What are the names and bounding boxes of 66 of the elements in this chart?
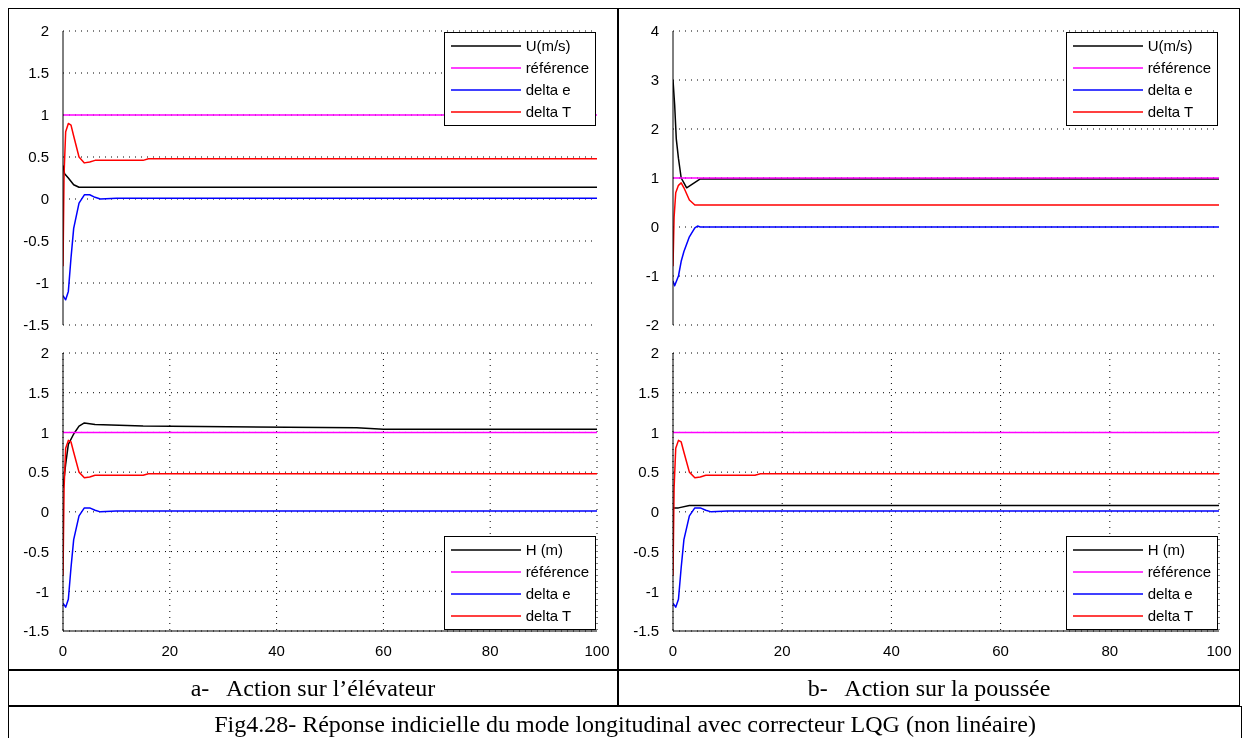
y-tick-label: 1.5 xyxy=(28,384,49,402)
y-tick-label: 0 xyxy=(650,218,659,236)
y-tick-label: 1 xyxy=(650,169,659,187)
y-tick-label: -0.5 xyxy=(633,542,659,560)
y-tick-label: 1.5 xyxy=(28,64,49,82)
line-series xyxy=(63,194,597,301)
x-tick-label: 20 xyxy=(773,641,791,659)
y-tick-label: 4 xyxy=(650,22,659,40)
legend-label: delta T xyxy=(525,102,572,122)
y-tick-label: -1 xyxy=(35,274,49,292)
legend-label: référence xyxy=(1147,58,1211,78)
y-tick-label: 0 xyxy=(40,190,49,208)
y-tick-label: 3 xyxy=(650,71,659,89)
y-tick-label: 2 xyxy=(650,344,659,362)
y-tick-label: 2 xyxy=(40,344,49,362)
y-tick-label: 2 xyxy=(650,120,659,138)
y-tick-label: -2 xyxy=(645,316,659,334)
line-series xyxy=(673,225,1219,287)
caption: Fig4.28- Réponse indicielle du mode longitudinal avec correcteur LQG (non linéaire) xyxy=(214,711,1036,737)
text: b- Action sur la poussée xyxy=(807,675,1051,701)
y-tick-label: -1.5 xyxy=(23,316,49,334)
legend-label: référence xyxy=(525,562,589,582)
x-tick-label: 40 xyxy=(883,641,900,659)
y-tick-label: -1.5 xyxy=(23,622,49,640)
text: a- Action sur l’élévateur xyxy=(190,675,436,701)
legend-label: U(m/s) xyxy=(1147,36,1193,56)
legend-label: delta e xyxy=(1147,80,1193,100)
legend-label: delta e xyxy=(525,584,571,604)
y-tick-label: 0 xyxy=(40,503,49,521)
x-tick-label: 100 xyxy=(1206,641,1232,659)
legend-label: delta e xyxy=(1147,584,1193,604)
legend-label: delta T xyxy=(525,606,572,626)
x-tick-label: 80 xyxy=(1101,641,1119,659)
y-tick-label: -0.5 xyxy=(23,542,49,560)
x-tick-label: 60 xyxy=(992,641,1009,659)
y-tick-label: 1 xyxy=(40,423,49,441)
y-tick-label: 1 xyxy=(650,423,659,441)
y-tick-label: 0 xyxy=(650,503,659,521)
y-tick-label: -1 xyxy=(645,267,659,285)
legend-label: H (m) xyxy=(525,540,564,560)
legend-label: delta e xyxy=(525,80,571,100)
line-series xyxy=(673,507,1219,608)
y-tick-label: 0.5 xyxy=(28,463,49,481)
legend-label: H (m) xyxy=(1147,540,1186,560)
x-tick-label: 60 xyxy=(375,641,392,659)
x-tick-label: 20 xyxy=(161,641,179,659)
x-tick-label: 100 xyxy=(584,641,610,659)
x-tick-label: 0 xyxy=(58,641,68,659)
line-series xyxy=(63,507,597,608)
legend-label: delta T xyxy=(1147,102,1194,122)
x-tick-label: 0 xyxy=(668,641,678,659)
legend-label: U(m/s) xyxy=(525,36,571,56)
y-tick-label: 1.5 xyxy=(638,384,659,402)
x-tick-label: 40 xyxy=(268,641,285,659)
x-tick-label: 80 xyxy=(481,641,499,659)
y-tick-label: 1 xyxy=(40,106,49,124)
y-tick-label: -0.5 xyxy=(23,232,49,250)
legend-label: référence xyxy=(1147,562,1211,582)
legend-label: delta T xyxy=(1147,606,1194,626)
y-tick-label: 0.5 xyxy=(638,463,659,481)
y-tick-label: -1.5 xyxy=(633,622,659,640)
y-tick-label: -1 xyxy=(35,582,49,600)
y-tick-label: 0.5 xyxy=(28,148,49,166)
legend-label: référence xyxy=(525,58,589,78)
y-tick-label: -1 xyxy=(645,582,659,600)
y-tick-label: 2 xyxy=(40,22,49,40)
